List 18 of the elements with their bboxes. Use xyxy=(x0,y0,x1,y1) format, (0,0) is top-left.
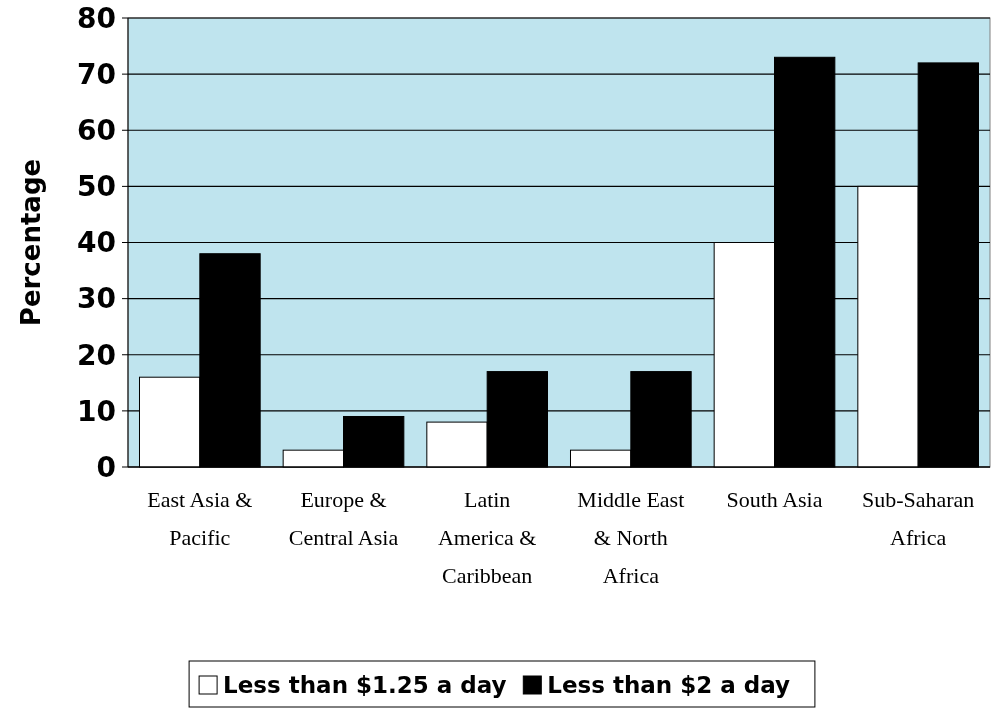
x-tick-label: Europe & Central Asia xyxy=(288,487,399,550)
x-tick-label: South Asia xyxy=(726,487,823,512)
y-axis-title: Percentage xyxy=(16,158,46,327)
y-tick-label: 50 xyxy=(77,170,116,204)
x-tick-label: Latin America & Caribbean xyxy=(437,487,537,588)
y-tick-label: 40 xyxy=(77,226,116,260)
legend-label: Less than $1.25 a day xyxy=(223,672,507,699)
y-tick-label: 70 xyxy=(77,57,116,91)
y-tick-label: 30 xyxy=(77,282,116,316)
x-tick-label: Middle East & North Africa xyxy=(577,487,685,588)
legend-label: Less than $2 a day xyxy=(547,672,791,699)
x-tick-label: East Asia & Pacific xyxy=(147,487,253,550)
x-tick-label: Sub-Saharan Africa xyxy=(861,487,975,550)
y-tick-label: 60 xyxy=(77,114,116,148)
y-tick-label: 80 xyxy=(77,1,116,35)
y-tick-label: 20 xyxy=(77,338,116,372)
y-tick-label: 0 xyxy=(96,450,116,484)
y-tick-label: 10 xyxy=(77,394,116,428)
